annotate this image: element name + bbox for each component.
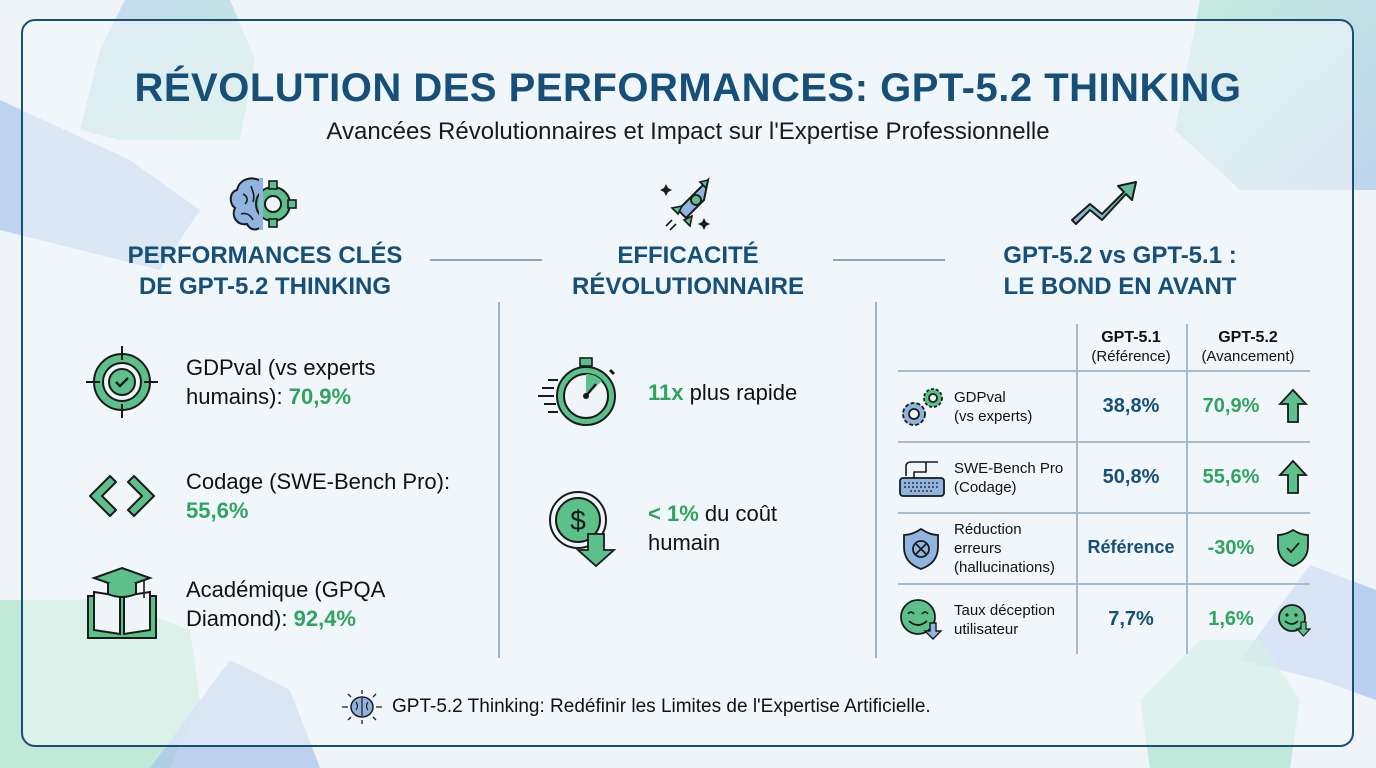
footer-text: GPT-5.2 Thinking: Redéfinir les Limites … [392, 696, 931, 717]
metric-label: Académique (GPQA Diamond): [186, 577, 385, 631]
up-arrow-icon [1278, 459, 1308, 494]
gears-icon [900, 386, 946, 430]
brain-spark-icon [342, 690, 382, 724]
row-label-errors: Réduction erreurs (hallucinations) [954, 521, 1055, 576]
efficiency-speed: 11x plus rapide [536, 354, 836, 430]
section-title-performance: PERFORMANCES CLÉS DE GPT-5.2 THINKING [127, 242, 403, 300]
metric-value: 92,4% [293, 606, 356, 631]
row-label-swebench: SWE-Bench Pro (Codage) [954, 460, 1064, 496]
column-header-gpt51: GPT-5.1 (Référence) [1091, 329, 1171, 365]
up-arrow-icon [1278, 388, 1308, 423]
gpt52-value: 55,6% [1202, 466, 1260, 488]
gpt51-value: Référence [1087, 537, 1175, 557]
metric-coding: Codage (SWE-Bench Pro): 55,6% [84, 466, 504, 526]
code-brackets-icon [89, 475, 155, 517]
divider-line [430, 259, 542, 261]
smiley-down-icon [900, 599, 943, 640]
svg-text:$: $ [570, 505, 586, 536]
table-row-line [898, 370, 1310, 372]
stopwatch-icon [538, 357, 616, 426]
keyboard-icon [898, 458, 946, 500]
metric-academic: Académique (GPQA Diamond): 92,4% [84, 566, 484, 642]
smiley-down-icon [1278, 604, 1312, 637]
row-label-deception: Taux déception utilisateur [954, 602, 1055, 638]
shield-x-icon [903, 527, 939, 570]
column-divider [875, 302, 877, 658]
gpt52-value: 70,9% [1202, 395, 1260, 417]
target-check-icon [86, 346, 158, 418]
column-header-gpt52: GPT-5.2 (Avancement) [1201, 329, 1295, 365]
metric-label: GDPval (vs experts humains): [186, 355, 376, 409]
row-label-gdpval: GDPval (vs experts) [954, 389, 1033, 425]
metric-gdpval: GDPval (vs experts humains): 70,9% [84, 344, 484, 420]
speed-label: plus rapide [683, 379, 798, 405]
table-column-line [1076, 324, 1078, 654]
footer-tagline: GPT-5.2 Thinking: Redéfinir les Limites … [340, 690, 1040, 724]
page-subtitle: Avancées Révolutionnaires et Impact sur … [326, 118, 1050, 145]
gpt51-value: 7,7% [1108, 608, 1154, 630]
column-divider [498, 302, 500, 658]
gpt51-value: 50,8% [1102, 466, 1160, 488]
divider-line [833, 259, 945, 261]
efficiency-cost: $ < 1% du coût humain [546, 488, 846, 568]
trend-arrow-icon [1068, 178, 1140, 228]
gpt51-value: 38,8% [1102, 395, 1160, 417]
gpt52-value: 1,6% [1208, 608, 1254, 630]
page-title: RÉVOLUTION DES PERFORMANCES: GPT-5.2 THI… [134, 66, 1242, 110]
table-row-line [898, 512, 1310, 514]
rocket-icon [656, 174, 720, 234]
gpt52-value: -30% [1207, 537, 1255, 559]
table-column-line [1186, 324, 1188, 654]
section-title-efficiency: EFFICACITÉ RÉVOLUTIONNAIRE [571, 242, 804, 300]
metric-value: 70,9% [288, 384, 352, 409]
metric-value: 55,6% [186, 498, 249, 523]
cost-value: < 1% [648, 501, 699, 526]
table-row-line [898, 441, 1310, 443]
table-row-line [898, 583, 1310, 585]
dollar-down-icon: $ [549, 491, 617, 568]
content-frame [21, 19, 1354, 747]
speed-value: 11x [648, 379, 684, 405]
brain-gear-icon [225, 172, 297, 236]
shield-check-icon [1277, 528, 1309, 567]
section-title-comparison: GPT-5.2 vs GPT-5.1 : LE BOND EN AVANT [1003, 242, 1237, 300]
graduation-book-icon [87, 566, 157, 639]
cost-label: du coût humain [648, 501, 778, 555]
metric-label: Codage (SWE-Bench Pro): [186, 469, 451, 494]
